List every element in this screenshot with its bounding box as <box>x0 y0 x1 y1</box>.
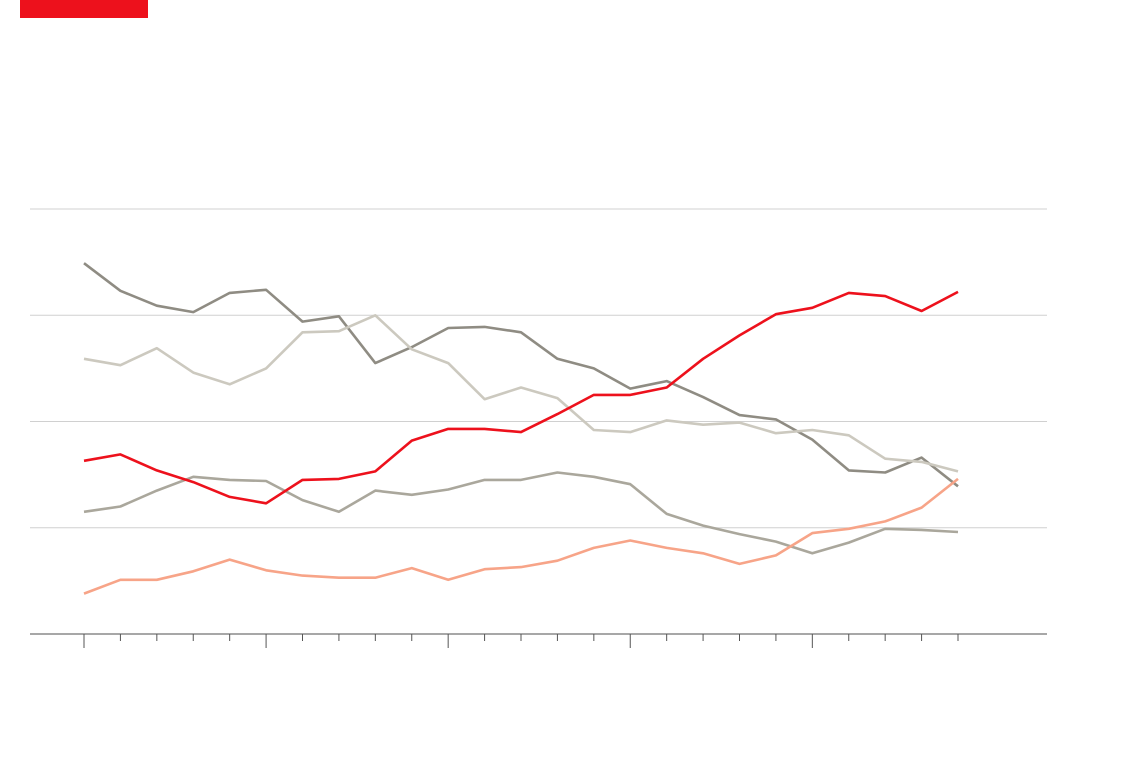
series-red-line <box>83 290 959 505</box>
series-lines <box>83 262 959 595</box>
series-light-grey-line <box>83 313 959 473</box>
x-axis <box>30 633 1047 648</box>
series-salmon-line <box>83 477 959 595</box>
series-mid-grey-line <box>83 471 959 555</box>
gridlines <box>30 208 1047 529</box>
brand-red-bar <box>20 0 148 18</box>
series-dark-grey-line <box>83 262 959 488</box>
